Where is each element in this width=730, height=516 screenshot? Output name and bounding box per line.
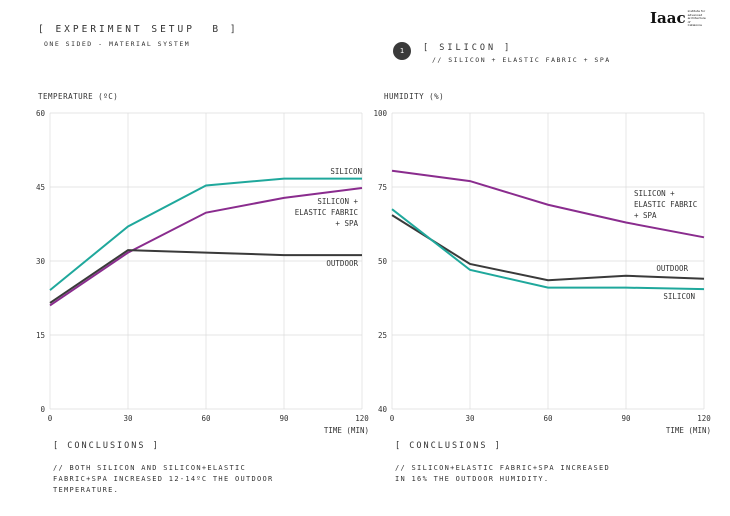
temperature-chart-title: TEMPERATURE (ºC)	[38, 92, 119, 101]
series-label: + SPA	[335, 219, 358, 228]
section-subtitle: // SILICON + ELASTIC FABRIC + SPA	[432, 56, 611, 64]
section-title: [ SILICON ]	[423, 43, 513, 53]
x-tick-label: 90	[279, 414, 289, 423]
x-tick-label: 30	[123, 414, 133, 423]
y-tick-label: 100	[373, 109, 387, 118]
humidity-chart-title: HUMIDITY (%)	[384, 92, 445, 101]
x-tick-label: 30	[465, 414, 475, 423]
y-tick-label: 75	[378, 183, 387, 192]
series-label: SILICON +	[317, 197, 358, 206]
conclusions-title-temperature: [ CONCLUSIONS ]	[53, 441, 160, 451]
y-tick-label: 50	[378, 257, 388, 266]
x-axis-label: TIME (MIN)	[666, 426, 711, 435]
series-label: SILICON +	[634, 189, 675, 198]
x-axis-label: TIME (MIN)	[324, 426, 369, 435]
y-tick-label: 60	[36, 109, 46, 118]
series-label: SILICON	[663, 292, 695, 301]
series-label: OUTDOOR	[326, 259, 358, 268]
y-tick-label: 15	[36, 331, 45, 340]
x-tick-label: 0	[48, 414, 53, 423]
y-tick-label: 0	[40, 405, 45, 414]
x-tick-label: 60	[543, 414, 553, 423]
x-tick-label: 90	[621, 414, 631, 423]
x-tick-label: 120	[697, 414, 711, 423]
page-subtitle: ONE SIDED - MATERIAL SYSTEM	[44, 40, 191, 48]
x-tick-label: 60	[201, 414, 211, 423]
page-title: [ EXPERIMENT SETUP B ]	[38, 24, 239, 35]
y-tick-label: 45	[36, 183, 45, 192]
iaac-logo: Iaac institute for advanced architecture …	[650, 9, 706, 28]
y-tick-label: 40	[378, 405, 388, 414]
section-number-badge: 1	[393, 42, 411, 60]
x-tick-label: 0	[390, 414, 395, 423]
series-label: ELASTIC FABRIC	[634, 200, 697, 209]
conclusions-text-humidity: // SILICON+ELASTIC FABRIC+SPA INCREASED I…	[395, 464, 611, 483]
y-tick-label: 25	[378, 331, 387, 340]
x-tick-label: 120	[355, 414, 369, 423]
y-tick-label: 30	[36, 257, 46, 266]
series-label: SILICON	[330, 167, 362, 176]
series-label: OUTDOOR	[656, 264, 688, 273]
conclusions-text-temperature: // BOTH SILICON AND SILICON+ELASTIC FABRI…	[53, 464, 274, 494]
conclusions-title-humidity: [ CONCLUSIONS ]	[395, 441, 502, 451]
series-label: + SPA	[634, 211, 657, 220]
series-label: ELASTIC FABRIC	[295, 208, 358, 217]
